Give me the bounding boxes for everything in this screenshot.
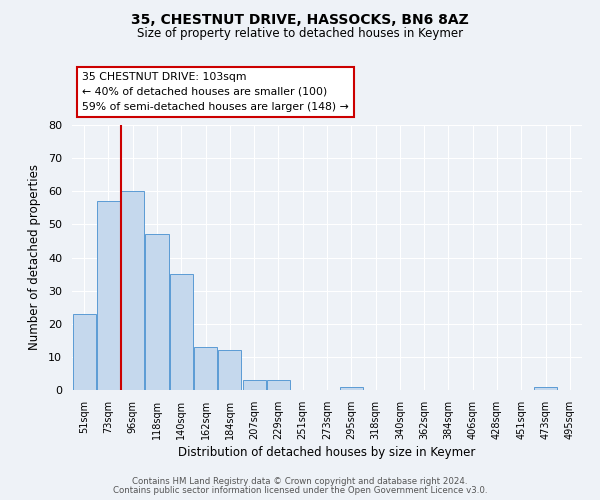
Bar [73, 314, 95, 390]
Bar [340, 386, 363, 390]
Text: Contains public sector information licensed under the Open Government Licence v3: Contains public sector information licen… [113, 486, 487, 495]
Bar [242, 380, 266, 390]
Text: Size of property relative to detached houses in Keymer: Size of property relative to detached ho… [137, 28, 463, 40]
Bar [194, 347, 217, 390]
Bar [534, 386, 557, 390]
X-axis label: Distribution of detached houses by size in Keymer: Distribution of detached houses by size … [178, 446, 476, 459]
Bar [121, 191, 144, 390]
Bar [145, 234, 169, 390]
Y-axis label: Number of detached properties: Number of detached properties [28, 164, 41, 350]
Text: Contains HM Land Registry data © Crown copyright and database right 2024.: Contains HM Land Registry data © Crown c… [132, 477, 468, 486]
Text: 35 CHESTNUT DRIVE: 103sqm
← 40% of detached houses are smaller (100)
59% of semi: 35 CHESTNUT DRIVE: 103sqm ← 40% of detac… [82, 72, 349, 112]
Bar [170, 274, 193, 390]
Bar [218, 350, 241, 390]
Text: 35, CHESTNUT DRIVE, HASSOCKS, BN6 8AZ: 35, CHESTNUT DRIVE, HASSOCKS, BN6 8AZ [131, 12, 469, 26]
Bar [97, 201, 120, 390]
Bar [267, 380, 290, 390]
